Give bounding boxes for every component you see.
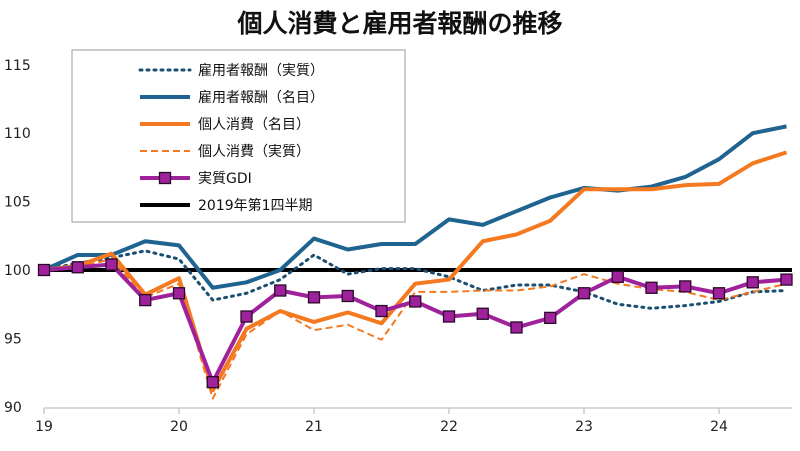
data-point-marker bbox=[274, 284, 287, 297]
data-point-marker bbox=[577, 287, 591, 300]
data-point-marker bbox=[105, 258, 118, 271]
y-tick-label: 110 bbox=[4, 126, 31, 142]
series-line-2 bbox=[43, 150, 788, 393]
y-tick-label: 95 bbox=[4, 331, 22, 347]
y-tick-label: 115 bbox=[4, 58, 31, 74]
legend-label: 個人消費（名目） bbox=[198, 117, 310, 133]
chart-title: 個人消費と雇用者報酬の推移 bbox=[237, 9, 563, 38]
x-tick-label: 22 bbox=[440, 419, 458, 435]
legend-box bbox=[71, 49, 406, 223]
legend-label: 個人消費（実質） bbox=[198, 144, 310, 160]
legend-label: 雇用者報酬（名目） bbox=[198, 89, 324, 106]
data-point-marker bbox=[307, 291, 321, 304]
data-point-marker bbox=[476, 307, 489, 320]
data-point-marker bbox=[780, 273, 793, 286]
data-point-marker bbox=[712, 287, 726, 300]
x-tick-label: 20 bbox=[170, 419, 188, 435]
legend-label: 実質GDI bbox=[198, 171, 252, 187]
data-point-marker bbox=[679, 280, 692, 293]
x-tick-label: 19 bbox=[35, 419, 53, 435]
data-point-marker bbox=[341, 289, 354, 303]
data-point-marker bbox=[206, 376, 219, 389]
y-tick-label: 100 bbox=[4, 263, 31, 279]
data-point-marker bbox=[37, 263, 51, 277]
data-point-marker bbox=[240, 310, 253, 323]
series-line-0 bbox=[42, 249, 788, 310]
data-point-marker bbox=[611, 270, 624, 283]
data-point-marker bbox=[442, 310, 456, 323]
x-tick-label: 23 bbox=[575, 419, 593, 435]
legend-marker bbox=[158, 171, 172, 185]
data-point-marker bbox=[510, 321, 523, 334]
data-point-marker bbox=[139, 293, 152, 307]
y-tick-label: 105 bbox=[4, 195, 31, 211]
series-line-3 bbox=[43, 258, 787, 400]
data-point-marker bbox=[172, 287, 186, 300]
data-point-marker bbox=[544, 311, 557, 325]
legend: 雇用者報酬（実質） 雇用者報酬（名目） 個人消費（名目） 個人消費（実質） 実質GDI 2… bbox=[71, 49, 406, 223]
data-point-marker bbox=[409, 295, 422, 308]
legend-label: 雇用者報酬（実質） bbox=[198, 62, 324, 79]
legend-label: 2019年第1四半期 bbox=[198, 197, 313, 214]
y-tick-label: 90 bbox=[4, 400, 22, 416]
data-point-marker bbox=[645, 281, 658, 294]
series-line-1 bbox=[43, 124, 787, 290]
x-tick-label: 24 bbox=[710, 419, 728, 435]
x-tick-label: 21 bbox=[305, 419, 323, 435]
data-point-marker bbox=[746, 276, 759, 289]
data-point-marker bbox=[71, 261, 84, 274]
data-point-marker bbox=[375, 304, 388, 318]
